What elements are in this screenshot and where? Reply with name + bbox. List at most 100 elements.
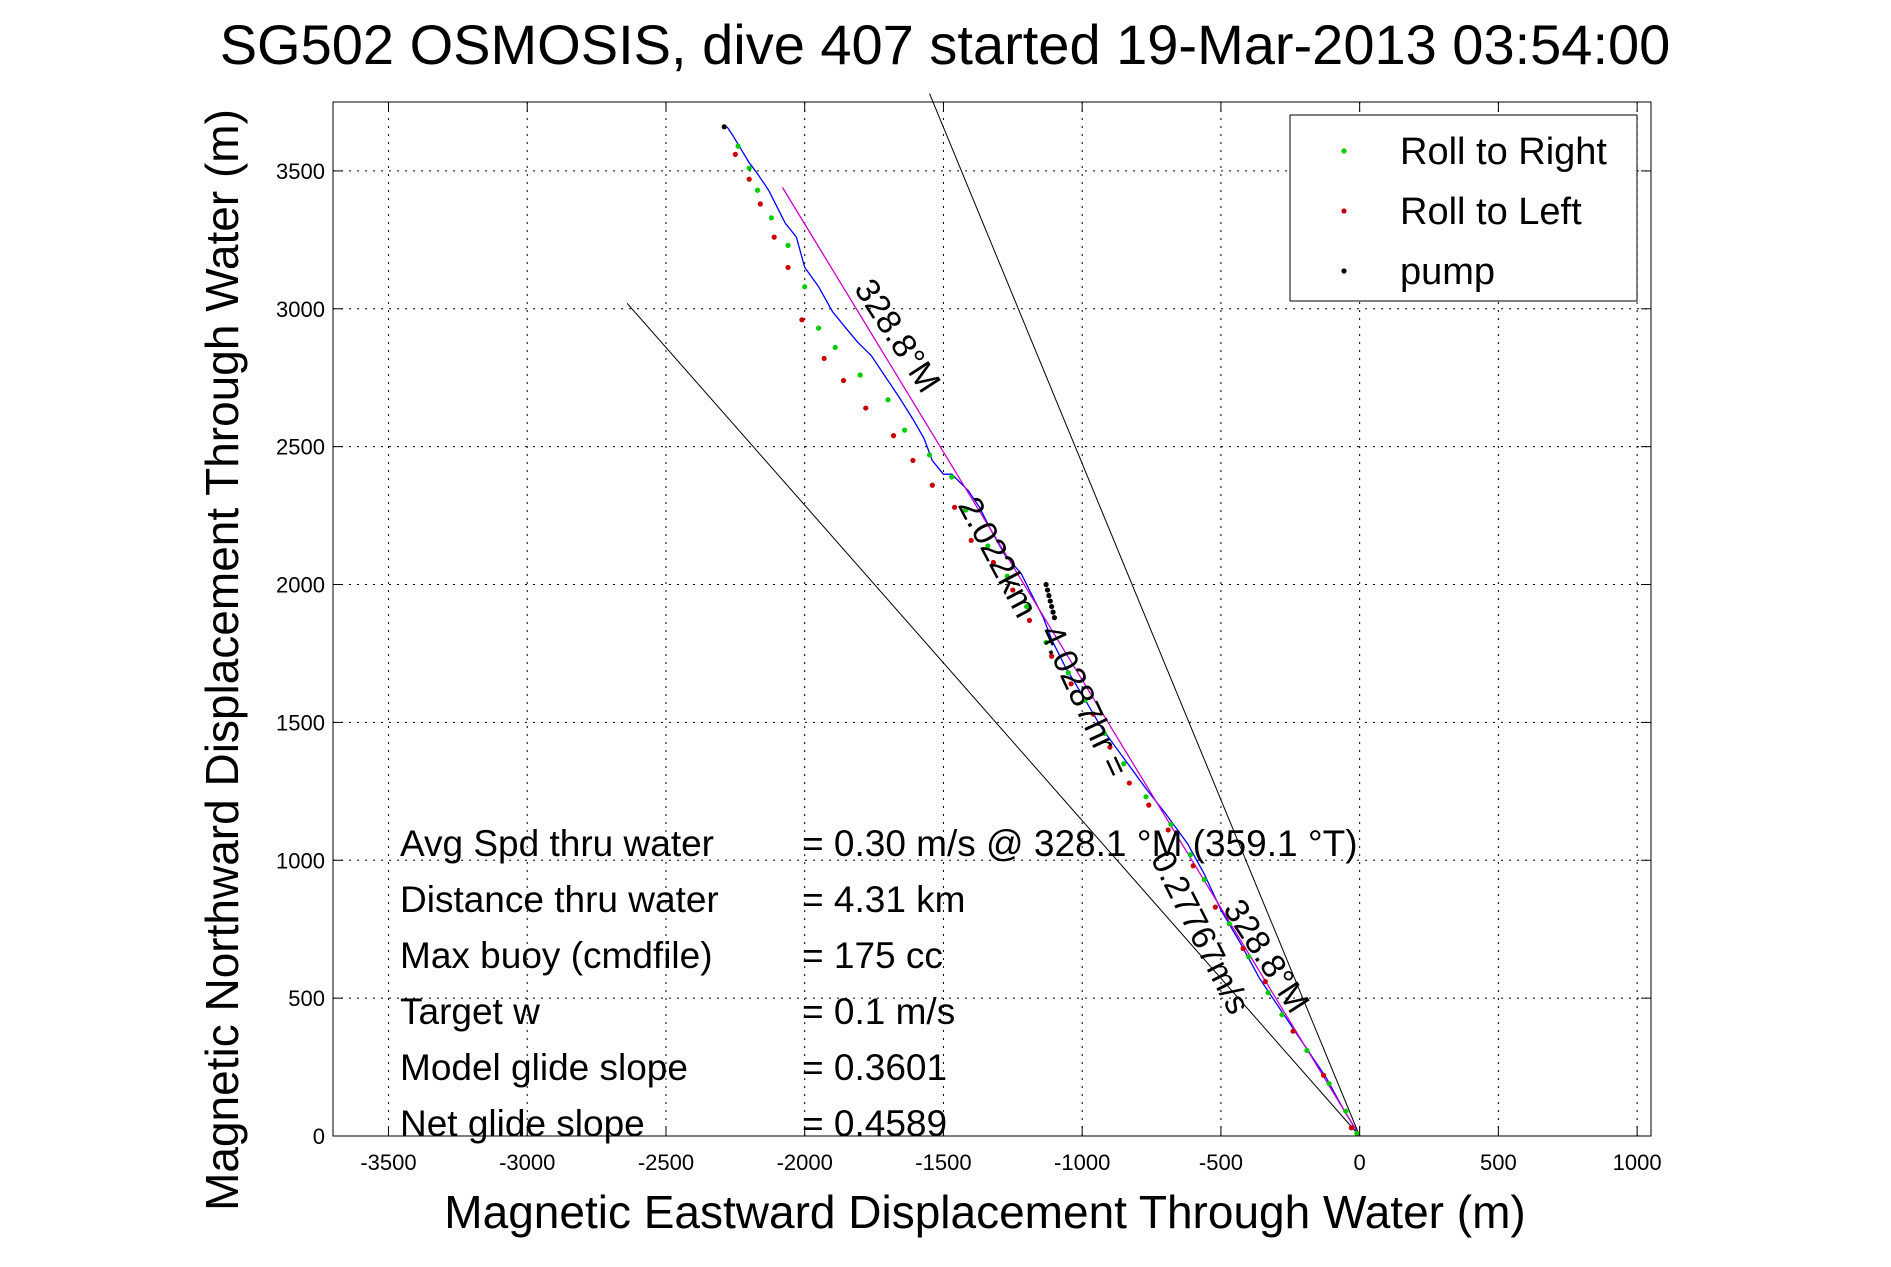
x-tick-label: -3500 [360,1150,416,1175]
roll-to-left-point [951,504,958,510]
roll-to-left-point [863,405,869,411]
pump-point [1051,615,1058,621]
y-axis-label: Magnetic Northward Displacement Through … [196,109,248,1211]
roll-to-right-point [963,507,969,513]
roll-to-right-point [1143,794,1149,800]
pump-point [1049,603,1055,610]
roll-to-left-point [840,377,847,384]
roll-to-right-point [768,215,775,221]
y-tick-label: 3000 [276,297,325,322]
roll-to-left-point [746,176,752,182]
reference-lines [626,93,1361,1137]
roll-to-right-point [1354,1130,1360,1136]
roll-to-left-point [1165,827,1171,833]
roll-to-left-point [910,457,916,464]
x-tick-label: 1000 [1613,1150,1662,1175]
roll-to-left-point [929,482,935,488]
roll-to-left-point [1010,587,1016,593]
stat-label: Target w [400,991,540,1032]
line-annotation: 328.8°M [847,272,948,399]
y-tick-label: 0 [313,1124,325,1149]
pump-point [1044,587,1051,593]
reference-line [626,302,1361,1137]
roll-to-right-point [1304,1047,1310,1054]
chart-title: SG502 OSMOSIS, dive 407 started 19-Mar-2… [220,13,1671,76]
reference-line [929,93,1361,1137]
x-tick-label: 500 [1480,1150,1517,1175]
roll-to-left-point [757,201,763,207]
roll-to-right-point [901,427,908,433]
roll-to-right-point [1343,1108,1349,1114]
x-tick-label: -2500 [638,1150,694,1175]
pump-point [721,124,727,130]
roll-to-left-point [1240,945,1246,952]
roll-to-right-point [1246,954,1252,960]
roll-to-left-point [821,355,827,362]
roll-to-left-point [990,559,996,566]
roll-to-right-point [735,143,741,149]
x-tick-label: -3000 [499,1150,555,1175]
roll-to-right-point [1226,921,1232,927]
roll-to-right-point [949,474,955,480]
stat-value: = 4.31 km [802,879,966,920]
ticks: -3500 -3000 -2500 -2000 -1500 -1000 -500 0 500 10… [276,102,1662,1175]
legend-box [1289,114,1638,302]
y-tick-label: 2000 [276,573,325,598]
plot-frame [332,101,1652,1137]
stat-value: = 0.1 m/s [802,991,955,1032]
roll-to-right-point [815,325,822,331]
y-tick-label: 1500 [276,710,325,735]
stat-value: = 0.4589 [802,1103,947,1144]
roll-to-right-point [1201,876,1207,883]
roll-to-left-point [1026,617,1033,623]
stat-label: Distance thru water [400,879,719,920]
legend-label: Roll to Left [1400,191,1582,233]
roll-to-right-point [1326,1081,1332,1087]
y-tick-label: 1000 [276,848,325,873]
roll-to-right-point [926,452,933,458]
stat-value: = 0.3601 [802,1047,947,1088]
y-tick-label: 3500 [276,159,325,184]
x-tick-label: -1000 [1054,1150,1110,1175]
roll-to-right-point [1168,821,1174,828]
roll-to-right-point [1004,573,1010,579]
x-tick-label: 0 [1354,1150,1366,1175]
roll-to-left-point [1049,653,1055,659]
x-axis-label: Magnetic Eastward Displacement Through W… [444,1186,1525,1238]
roll-to-left-point [890,433,897,439]
line-annotation: 4.0287hr = [1032,619,1136,783]
markers [721,124,1360,1136]
roll-to-right-point [1279,1012,1285,1018]
stats-block: Avg Spd thru water = 0.30 m/s @ 328.1 °M … [400,823,1358,1144]
fit-line [781,187,1361,1137]
roll-to-right-point [1043,639,1049,646]
pump-point [1046,592,1052,599]
pump-point [1050,609,1056,615]
roll-to-right-point [1121,761,1127,767]
roll-to-right-point [746,165,752,171]
roll-to-left-point [1190,863,1196,869]
y-tick-label: 500 [288,986,325,1011]
roll-to-left-point [799,317,805,323]
stat-label: Net glide slope [400,1103,645,1144]
x-tick-label: -500 [1199,1150,1243,1175]
roll-to-left-point [732,151,738,157]
y-tick-label: 2500 [276,435,325,460]
legend-label: Roll to Right [1400,131,1607,173]
roll-to-left-point [1126,780,1132,786]
legend-label: pump [1400,251,1495,293]
legend-marker [1341,208,1347,214]
roll-to-left-point [1107,744,1113,750]
roll-to-left-point [1262,978,1268,985]
roll-to-right-point [885,397,891,403]
roll-to-right-point [1024,603,1030,610]
roll-to-right-point [1082,697,1088,703]
stat-value: = 175 cc [802,935,943,976]
series-lines [726,126,1361,1137]
pump-point [1043,581,1049,588]
roll-to-right-point [1265,990,1271,996]
stat-label: Model glide slope [400,1047,688,1088]
stat-value: = 0.30 m/s @ 328.1 °M (359.1 °T) [802,823,1358,864]
roll-to-left-point [1320,1072,1327,1078]
roll-to-left-point [1212,904,1218,910]
